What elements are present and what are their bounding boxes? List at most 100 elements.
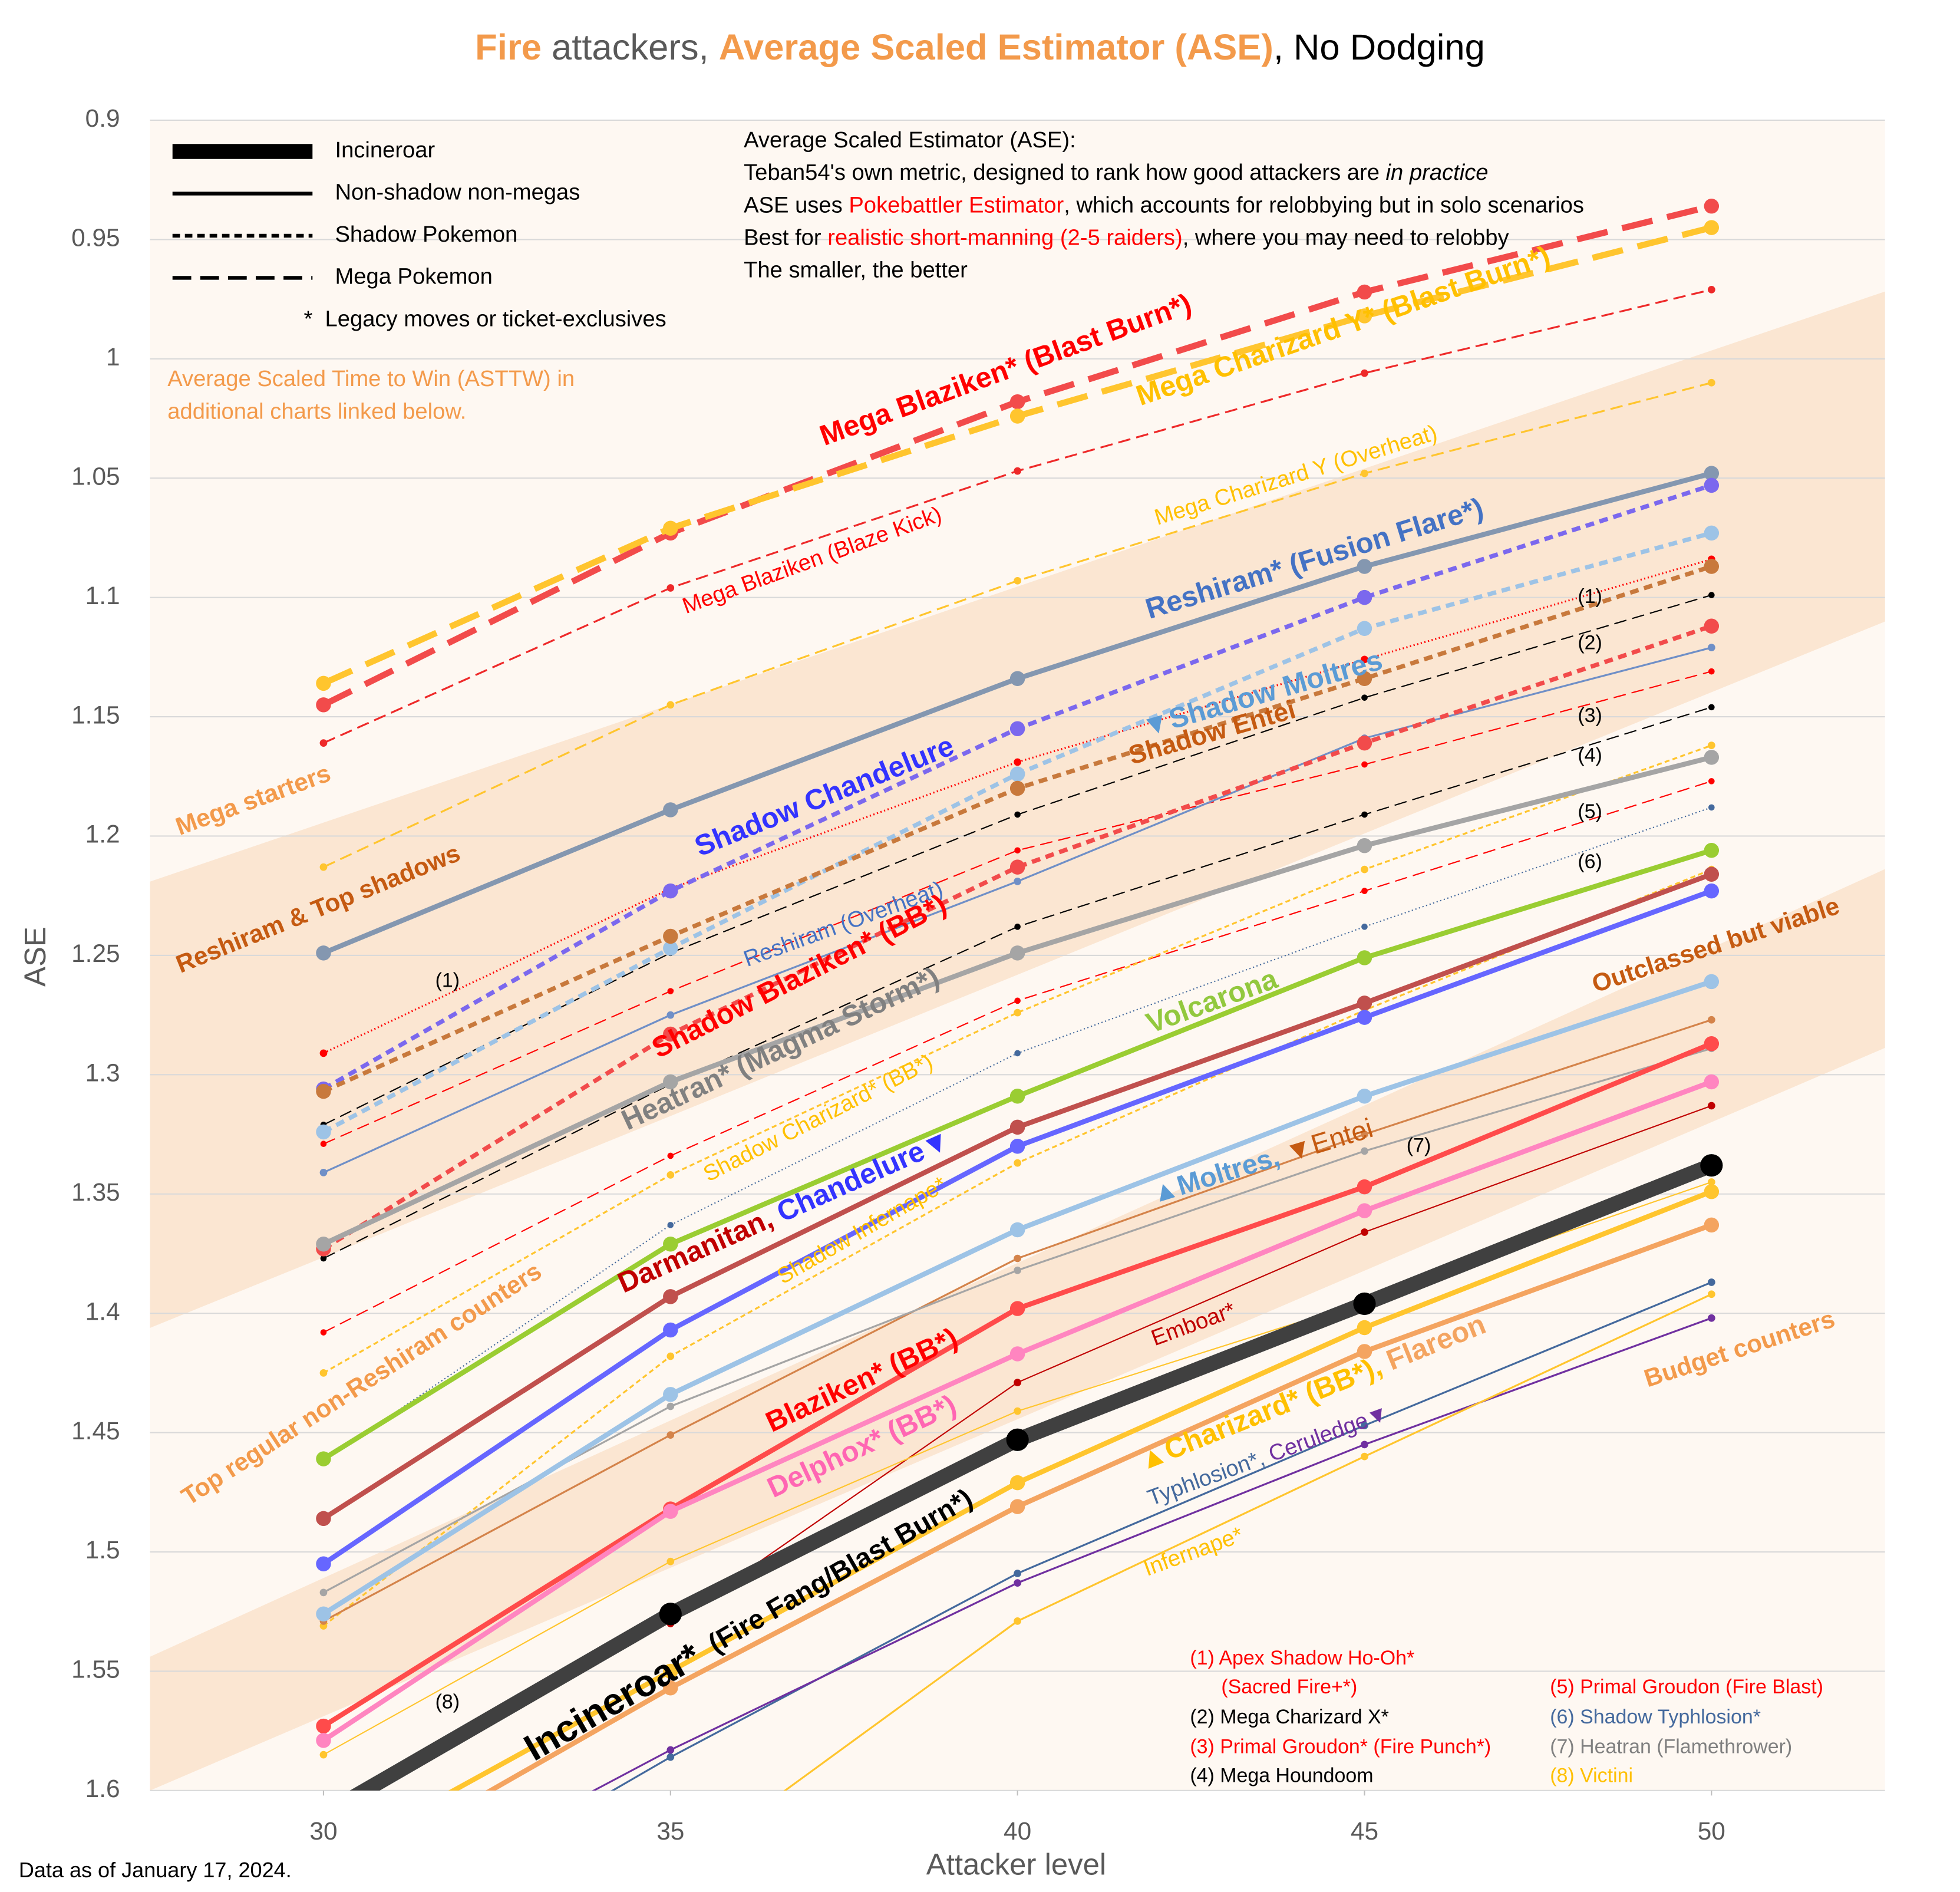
x-axis-title: Attacker level: [926, 1848, 1106, 1881]
text-part: ASE uses: [744, 192, 849, 217]
data-point: [1009, 766, 1025, 782]
data-point: [1014, 811, 1021, 818]
data-point: [1009, 1475, 1025, 1491]
data-point: [319, 1168, 328, 1176]
zone-band: [150, 291, 1885, 1329]
data-point: [1357, 308, 1372, 324]
data-point: [663, 1663, 678, 1679]
text-part: (2): [1578, 632, 1602, 654]
annotation: (6): [1578, 851, 1602, 873]
data-point: [1361, 369, 1368, 377]
y-tick-label: 1: [106, 343, 120, 371]
data-point: [1014, 847, 1021, 854]
data-point: [1704, 618, 1720, 634]
data-point: [1707, 1016, 1715, 1024]
y-tick-label: 1.15: [71, 701, 120, 729]
data-point: [663, 1289, 678, 1304]
data-point: [663, 1074, 678, 1090]
data-point: [667, 1152, 674, 1159]
footnote: (3) Primal Groudon* (Fire Punch*): [1190, 1736, 1491, 1758]
data-point: [319, 1588, 328, 1597]
data-point: [1704, 1217, 1720, 1233]
footnote: (1) Apex Shadow Ho-Oh*: [1190, 1647, 1414, 1669]
footnote: (2) Mega Charizard X*: [1190, 1706, 1388, 1728]
series-line: [670, 1105, 1712, 1624]
data-point: [659, 1603, 682, 1626]
data-point: [1707, 1278, 1715, 1286]
annotation: (3): [1578, 704, 1602, 727]
data-point: [1361, 655, 1368, 664]
data-point: [1357, 1179, 1372, 1195]
data-point: [1707, 1314, 1715, 1322]
data-point: [1704, 1036, 1720, 1052]
text-part: , where you may need to relobby: [1183, 225, 1510, 250]
data-point: [320, 1255, 327, 1262]
y-tick-label: 1.6: [85, 1775, 120, 1802]
info-text: Best for realistic short-manning (2-5 ra…: [744, 225, 1509, 250]
y-tick-label: 0.95: [71, 224, 120, 252]
data-point: [1009, 1222, 1025, 1238]
data-point: [1361, 1228, 1368, 1236]
annotation: (2): [1578, 632, 1602, 654]
data-point: [666, 1753, 675, 1761]
data-point: [1014, 1008, 1021, 1017]
data-point: [316, 1733, 331, 1748]
data-point: [316, 1237, 331, 1252]
data-point: [1704, 750, 1720, 765]
data-point: [1009, 859, 1025, 875]
note: additional charts linked below.: [167, 398, 466, 424]
data-point: [663, 941, 678, 956]
data-point: [1014, 1254, 1021, 1263]
data-point: [1009, 1089, 1025, 1104]
footnote: (6) Shadow Typhlosion*: [1550, 1706, 1761, 1728]
text-part: (1): [1578, 585, 1602, 608]
data-point: [1704, 866, 1720, 882]
data-point: [320, 1329, 327, 1336]
text-part: Average Scaled Estimator (ASE): [719, 27, 1273, 68]
data-point: [1361, 1441, 1368, 1449]
data-point: [319, 1751, 328, 1759]
data-point: [1704, 466, 1720, 481]
data-point: [1704, 525, 1720, 541]
annotation: (5): [1578, 800, 1602, 823]
data-point: [666, 1557, 675, 1565]
data-point: [1357, 838, 1372, 853]
data-point: [1014, 758, 1021, 766]
data-point: [1361, 1130, 1368, 1138]
annotation: (1): [435, 969, 460, 991]
data-point: [663, 1026, 678, 1042]
data-point: [666, 1431, 675, 1439]
footnote: (Sacred Fire+*): [1221, 1676, 1357, 1698]
data-point: [663, 1504, 678, 1519]
data-point: [1361, 761, 1368, 768]
data-point: [316, 1878, 331, 1892]
text-part: attackers,: [542, 27, 719, 68]
text-part: (7): [1407, 1134, 1431, 1156]
data-point: [663, 1387, 678, 1402]
data-point: [1009, 1301, 1025, 1316]
data-point: [1361, 811, 1368, 818]
data-point: [1009, 945, 1025, 961]
data-point: [316, 945, 331, 961]
x-tick-label: 35: [656, 1817, 684, 1845]
data-point: [666, 1171, 675, 1179]
data-point: [666, 1870, 674, 1878]
data-point: [1009, 1346, 1025, 1362]
data-point: [1353, 1292, 1376, 1316]
data-point: [666, 1011, 675, 1019]
text-part: , No Dodging: [1273, 27, 1485, 68]
data-point: [1357, 735, 1372, 751]
data-point: [667, 988, 674, 994]
footnote: (8) Victini: [1550, 1764, 1633, 1786]
data-point: [1357, 671, 1372, 687]
text-part: in practice: [1386, 160, 1489, 185]
data-point: [663, 928, 678, 944]
annotation: (1): [1578, 585, 1602, 608]
y-tick-label: 1.1: [85, 582, 120, 609]
series-line: [323, 671, 1712, 1145]
y-tick-label: 1.25: [71, 940, 120, 967]
data-point: [319, 739, 328, 747]
data-point: [1704, 198, 1720, 214]
data-point: [1361, 1452, 1368, 1461]
